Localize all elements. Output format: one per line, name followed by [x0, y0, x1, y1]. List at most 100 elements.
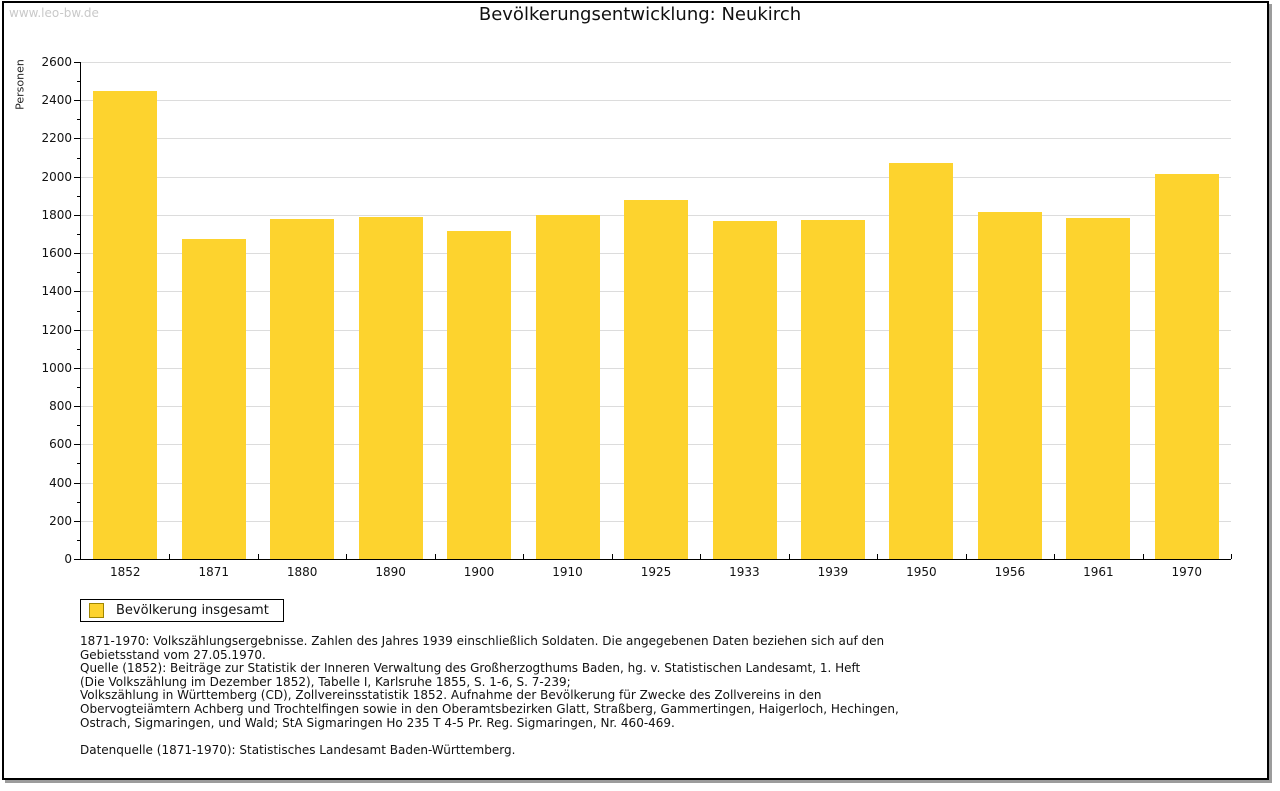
y-tick-2300 [77, 119, 81, 120]
x-tick-label-1925: 1925 [640, 565, 672, 579]
y-tick-600 [74, 444, 81, 445]
source-note-line-4: (Die Volkszählung im Dezember 1852), Tab… [80, 674, 571, 689]
x-tick-10 [1054, 554, 1055, 559]
x-tick-label-1852: 1852 [109, 565, 141, 579]
y-tick-label-1000: 1000 [41, 360, 72, 375]
bar-1950 [889, 162, 954, 559]
y-tick-label-1200: 1200 [41, 322, 72, 337]
legend-label: Bevölkerung insgesamt [116, 603, 269, 618]
source-note-line-9: Datenquelle (1871-1970): Statistisches L… [80, 742, 516, 757]
legend-swatch [89, 603, 104, 618]
x-tick-11 [1143, 554, 1144, 559]
y-tick-200 [74, 521, 81, 522]
y-tick-label-2400: 2400 [41, 93, 72, 108]
bar-1900 [447, 231, 512, 559]
x-tick-label-1961: 1961 [1083, 565, 1114, 579]
source-notes: 1871-1970: Volkszählungsergebnisse. Zahl… [80, 634, 899, 757]
bar-1871 [181, 239, 246, 559]
x-tick-1 [258, 554, 259, 559]
gridline-2000 [81, 177, 1231, 178]
y-tick-1100 [77, 349, 81, 350]
y-tick-400 [74, 483, 81, 484]
x-tick-label-1871: 1871 [198, 565, 230, 579]
x-tick-label-1950: 1950 [906, 565, 937, 579]
x-tick-0 [169, 554, 170, 559]
y-tick-1600 [74, 253, 81, 254]
x-tick-label-1890: 1890 [375, 565, 406, 579]
bar-1910 [535, 214, 600, 559]
y-tick-label-600: 600 [49, 437, 72, 452]
y-tick-1500 [77, 272, 81, 273]
y-tick-label-2000: 2000 [41, 169, 72, 184]
y-tick-1300 [77, 311, 81, 312]
y-tick-100 [77, 540, 81, 541]
y-tick-label-0: 0 [64, 552, 72, 566]
y-tick-2200 [74, 138, 81, 139]
y-tick-500 [77, 463, 81, 464]
y-tick-2400 [74, 100, 81, 101]
bar-1933 [712, 221, 777, 559]
source-note-spacer [80, 730, 899, 744]
bar-1956 [977, 212, 1042, 559]
x-tick-8 [877, 554, 878, 559]
y-tick-label-800: 800 [49, 399, 72, 414]
y-tick-label-200: 200 [49, 513, 72, 528]
legend-box: Bevölkerung insgesamt [80, 599, 284, 622]
y-tick-2000 [74, 177, 81, 178]
y-tick-2100 [77, 158, 81, 159]
x-tick-label-1910: 1910 [552, 565, 583, 579]
x-tick-5 [612, 554, 613, 559]
y-tick-1000 [74, 368, 81, 369]
y-tick-label-2600: 2600 [41, 55, 72, 69]
y-tick-1700 [77, 234, 81, 235]
y-tick-label-400: 400 [49, 475, 72, 490]
y-tick-300 [77, 502, 81, 503]
y-tick-label-1800: 1800 [41, 207, 72, 222]
bar-1890 [358, 217, 423, 559]
y-tick-900 [77, 387, 81, 388]
page-title: Bevölkerungsentwicklung: Neukirch [478, 4, 802, 25]
bar-1961 [1066, 218, 1131, 559]
bar-1880 [270, 218, 335, 559]
x-tick-label-1956: 1956 [994, 565, 1026, 579]
x-tick-9 [966, 554, 967, 559]
bar-1970 [1154, 174, 1219, 559]
source-note-line-7: Ostrach, Sigmaringen, und Wald; StA Sigm… [80, 715, 675, 730]
x-tick-label-1880: 1880 [286, 565, 318, 579]
y-axis-title: Personen [13, 59, 27, 110]
gridline-2200 [81, 138, 1231, 139]
x-tick-4 [523, 554, 524, 559]
watermark: www.leo-bw.de [9, 6, 99, 20]
bar-1925 [624, 200, 688, 559]
y-tick-label-1600: 1600 [41, 246, 72, 261]
y-tick-2600 [74, 62, 81, 63]
x-tick-3 [435, 554, 436, 559]
source-note-line-6: Obervogteiämtern Achberg und Trochtelfin… [80, 701, 899, 716]
x-tick-2 [346, 554, 347, 559]
x-tick-label-1970: 1970 [1171, 565, 1203, 579]
x-tick-label-1933: 1933 [729, 565, 760, 579]
y-tick-label-2200: 2200 [41, 131, 72, 146]
y-tick-1900 [77, 196, 81, 197]
x-tick-6 [700, 554, 701, 559]
x-tick-label-1939: 1939 [817, 565, 849, 579]
source-note-line-5: Volkszählung in Württemberg (CD), Zollve… [80, 688, 822, 703]
source-note-line-1: 1871-1970: Volkszählungsergebnisse. Zahl… [80, 634, 885, 648]
y-tick-label-1400: 1400 [41, 284, 72, 299]
plot-area: 0 200 400 600 800 1000 1200 1400 1600 1800 2000 220… [41, 55, 1232, 579]
source-note-line-3: Quelle (1852): Beiträge zur Statistik de… [80, 661, 861, 676]
x-tick-12 [1231, 554, 1232, 559]
y-tick-0 [74, 559, 81, 560]
gridline-2600 [81, 62, 1231, 63]
x-tick-label-1900: 1900 [463, 565, 495, 579]
y-tick-2500 [77, 81, 81, 82]
y-tick-1200 [74, 330, 81, 331]
y-tick-700 [77, 425, 81, 426]
y-tick-1800 [74, 215, 81, 216]
x-tick-7 [789, 554, 790, 559]
bar-1939 [800, 220, 865, 559]
gridline-2400 [81, 100, 1231, 101]
source-note-line-2: Gebietsstand vom 27.05.1970. [80, 647, 266, 662]
bar-1852 [93, 91, 158, 559]
